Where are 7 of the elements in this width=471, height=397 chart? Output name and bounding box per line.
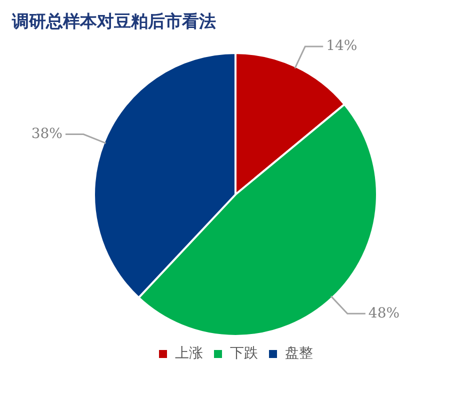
legend-label: 上涨 (175, 346, 203, 362)
chart-title: 调研总样本对豆粕后市看法 (10, 11, 217, 32)
legend-label: 下跌 (230, 346, 258, 362)
legend-label: 盘整 (285, 346, 313, 362)
data-label: 48% (368, 305, 400, 322)
data-label: 14% (326, 38, 358, 54)
data-label: 38% (31, 126, 62, 142)
